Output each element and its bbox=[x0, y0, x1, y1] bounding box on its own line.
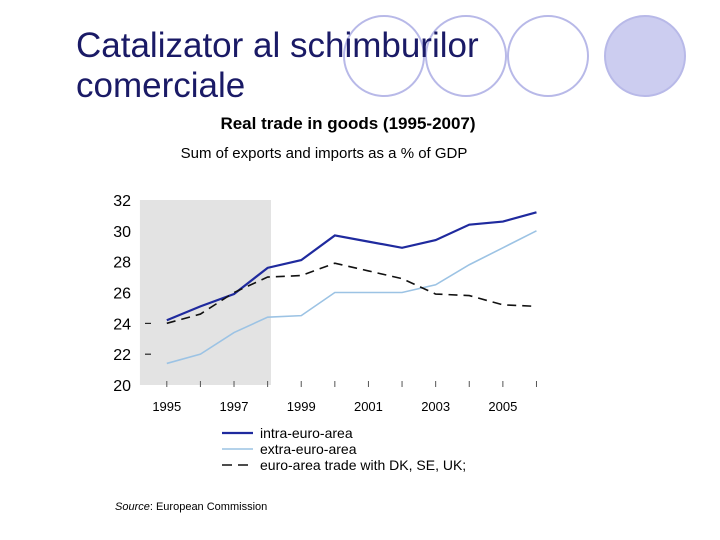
x-tick-label: 2003 bbox=[421, 399, 450, 414]
slide-title: Catalizator al schimburilor comerciale bbox=[76, 26, 546, 106]
x-axis: 1995 1997 1999 2001 2003 2005 bbox=[152, 381, 537, 414]
y-tick-label: 28 bbox=[113, 255, 131, 272]
slide-title-line-2: comerciale bbox=[76, 66, 246, 105]
y-tick-label: 22 bbox=[113, 347, 131, 364]
chart-legend: intra-euro-areaextra-euro-areaeuro-area … bbox=[222, 425, 466, 473]
chart-subtitle: Sum of exports and imports as a % of GDP bbox=[181, 145, 468, 162]
source-text: : European Commission bbox=[149, 501, 268, 513]
x-tick-label: 1995 bbox=[152, 399, 181, 414]
chart-title: Real trade in goods (1995-2007) bbox=[220, 114, 475, 133]
y-tick-label: 24 bbox=[113, 316, 131, 333]
legend-dk-se-uk-label: euro-area trade with DK, SE, UK; bbox=[260, 457, 466, 473]
decor-circle-4 bbox=[604, 15, 686, 97]
decor-circle-3 bbox=[507, 15, 589, 97]
x-tick-label: 2001 bbox=[354, 399, 383, 414]
y-tick-label: 32 bbox=[113, 193, 131, 210]
chart-series bbox=[166, 211, 537, 365]
y-axis: 32 30 28 26 24 22 20 bbox=[113, 193, 151, 395]
decor-circle-1 bbox=[343, 15, 425, 97]
slide-title-line-1: Catalizator al schimburilor bbox=[76, 26, 479, 65]
decorative-circles bbox=[343, 15, 686, 97]
x-tick-label: 2005 bbox=[488, 399, 517, 414]
decor-circle-2 bbox=[425, 15, 507, 97]
legend-intra-euro-area-label: intra-euro-area bbox=[260, 425, 353, 441]
extra-euro-area-line bbox=[166, 230, 537, 365]
source-label: Source bbox=[115, 501, 150, 513]
y-tick-label: 30 bbox=[113, 224, 131, 241]
legend-extra-euro-area-label: extra-euro-area bbox=[260, 441, 357, 457]
source-note: Source: European Commission bbox=[115, 501, 267, 513]
y-tick-label: 26 bbox=[113, 286, 131, 303]
y-tick-label: 20 bbox=[113, 378, 131, 395]
x-tick-label: 1999 bbox=[287, 399, 316, 414]
dk-se-uk-trade-line bbox=[166, 262, 537, 325]
chart-shaded-period bbox=[139, 200, 271, 385]
x-tick-label: 1997 bbox=[220, 399, 249, 414]
